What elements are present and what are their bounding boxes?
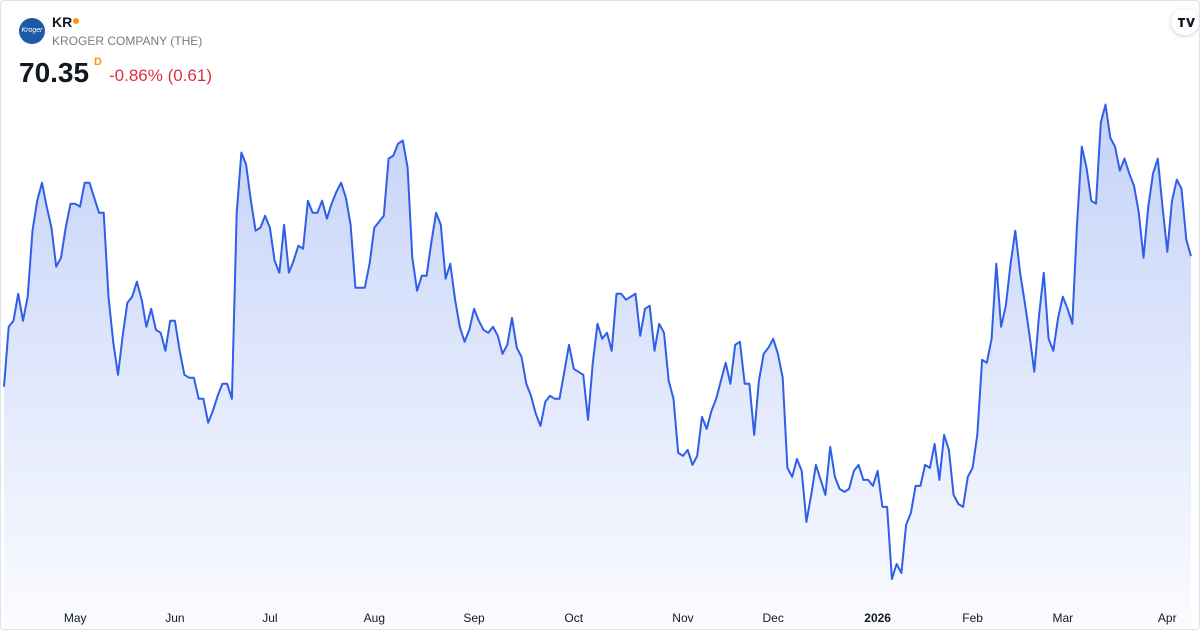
company-name: KROGER COMPANY (THE)	[52, 34, 203, 48]
x-tick-label: Jun	[165, 611, 184, 625]
x-tick-label: Dec	[763, 611, 784, 625]
x-tick-label: Mar	[1052, 611, 1073, 625]
logo: Kroger	[19, 18, 45, 44]
x-tick-label: Apr	[1158, 611, 1177, 625]
x-tick-label: Feb	[962, 611, 983, 625]
status-dot	[73, 18, 79, 24]
x-tick-label: 2026	[864, 611, 891, 625]
x-tick-label: Nov	[672, 611, 693, 625]
x-tick-label: May	[64, 611, 87, 625]
x-tick-label: Aug	[364, 611, 385, 625]
x-tick-label: Jul	[262, 611, 277, 625]
interval: D	[94, 56, 102, 68]
area	[4, 104, 1191, 629]
brand-icon	[1178, 18, 1195, 27]
symbol: KR	[52, 14, 73, 30]
x-tick-label: Oct	[564, 611, 583, 625]
change: -0.86% (0.61)	[109, 66, 212, 85]
price-line	[3, 103, 1192, 580]
price: 70.35	[19, 57, 90, 88]
brand-logo[interactable]	[1171, 9, 1199, 35]
x-tick-label: Sep	[463, 611, 485, 625]
